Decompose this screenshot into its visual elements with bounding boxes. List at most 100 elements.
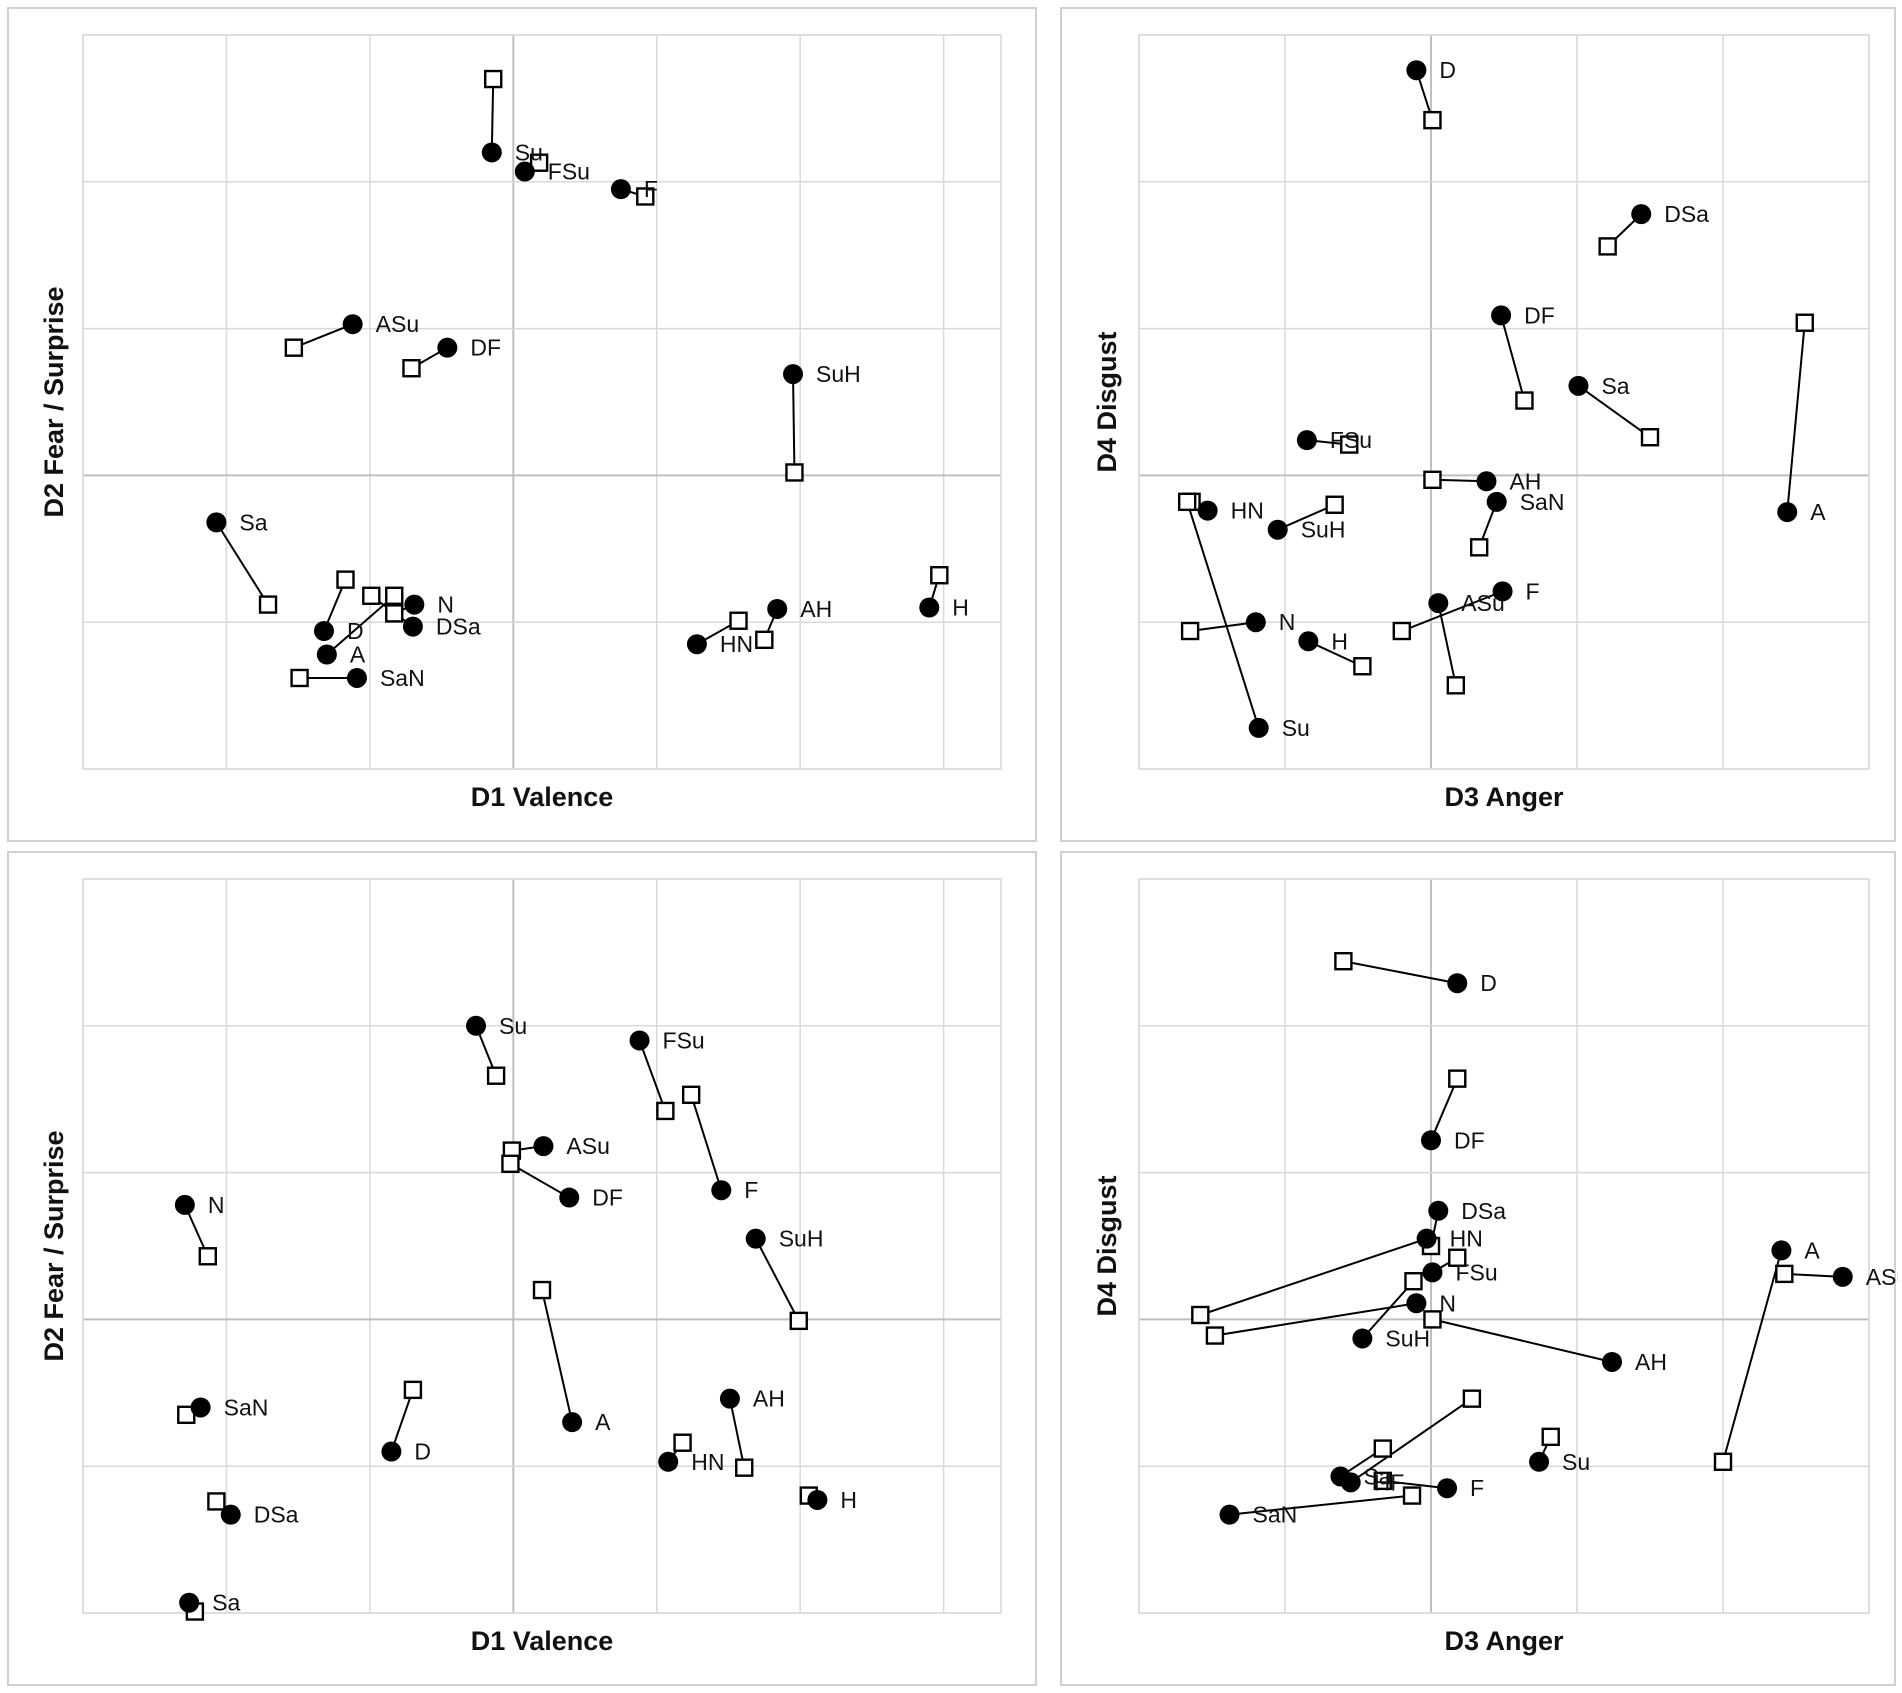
square-marker (1640, 428, 1660, 447)
circle-marker (381, 1441, 402, 1462)
circle-marker (313, 621, 334, 642)
square-marker (681, 1085, 701, 1104)
plot-area-frame (82, 34, 1002, 770)
circle-marker (1352, 1328, 1373, 1349)
square-marker (1713, 1452, 1733, 1471)
square-marker (1373, 1439, 1393, 1458)
connector-line (1786, 322, 1806, 513)
point-label: D (1480, 970, 1497, 996)
x-axis-title: D3 Anger (1444, 782, 1564, 812)
connector-line (638, 1040, 667, 1112)
circle-marker (1248, 717, 1269, 738)
circle-marker (686, 634, 707, 655)
circle-marker (658, 1451, 679, 1472)
square-marker (636, 187, 655, 206)
square-marker (403, 1380, 423, 1400)
connector-line (754, 1238, 800, 1322)
square-marker (735, 1458, 754, 1477)
connector-line (1722, 1250, 1783, 1463)
circle-marker (783, 364, 804, 385)
circle-marker (220, 1504, 241, 1525)
circle-marker (1631, 204, 1652, 225)
connector-line (215, 521, 269, 606)
circle-marker (1492, 581, 1513, 602)
y-axis-title: D4 Disgust (1092, 331, 1122, 472)
square-marker (789, 1311, 808, 1331)
point-label: SaN (1253, 1502, 1298, 1528)
circle-marker (1296, 430, 1317, 451)
point-label: F (1526, 578, 1540, 604)
circle-marker (1602, 1351, 1623, 1372)
connector-line (1432, 1318, 1613, 1363)
point-label: SuH (816, 361, 861, 387)
square-marker (258, 595, 278, 614)
chart-panel-top-left: Su FSu F ASu DF SuH Sa N DSa D A SaN AH HN H D1 Valence… (7, 7, 1037, 842)
square-marker (1180, 621, 1200, 641)
point-label: FSu (548, 159, 590, 185)
square-marker (1392, 621, 1411, 641)
square-marker (755, 630, 774, 650)
square-marker (1353, 657, 1372, 676)
square-marker (1205, 1326, 1225, 1345)
point-label: SuH (1385, 1325, 1430, 1351)
connector-line (541, 1289, 574, 1423)
square-marker (785, 463, 804, 482)
circle-marker (174, 1194, 195, 1215)
point-label: DSa (1461, 1198, 1506, 1224)
point-label: Sa (1363, 1463, 1391, 1489)
square-marker (1423, 470, 1442, 490)
circle-marker (481, 142, 502, 163)
circle-markers: Su FSu ASu DF F SuH N A D SaN AH HN DSa H Sa (174, 1013, 857, 1616)
plot-area-frame (82, 878, 1002, 1614)
connector-line (1200, 1237, 1427, 1316)
connector-line (1350, 1397, 1473, 1484)
square-marker (336, 570, 355, 589)
point-label: ASu (1461, 590, 1504, 616)
point-label: Su (499, 1013, 527, 1039)
point-label: H (952, 595, 969, 621)
gridlines (1138, 34, 1870, 770)
point-label: Sa (239, 509, 267, 535)
connector-line (1382, 1479, 1448, 1490)
circle-marker (1267, 519, 1288, 540)
connector-line (509, 1162, 570, 1199)
square-marker (1448, 1248, 1467, 1267)
square-marker (1795, 313, 1814, 332)
square-marker (1423, 110, 1442, 130)
circle-marker (1529, 1451, 1550, 1472)
circle-marker (404, 594, 425, 615)
circle-marker (1422, 1262, 1443, 1283)
circle-marker (342, 314, 363, 335)
point-label: DF (470, 335, 501, 361)
point-label: Su (515, 139, 543, 165)
connector-line (1277, 503, 1336, 531)
circle-marker (316, 644, 337, 665)
point-label: N (1439, 1290, 1456, 1316)
circle-marker (1416, 1228, 1437, 1249)
connector-line (1500, 315, 1526, 401)
point-label: D (1439, 57, 1456, 83)
square-markers (1177, 110, 1814, 695)
circle-marker (206, 512, 227, 533)
point-label: F (644, 176, 658, 202)
connector-line (1401, 590, 1503, 632)
connector-line (1214, 1302, 1417, 1337)
circle-marker (1197, 500, 1218, 521)
square-marker (1446, 676, 1466, 695)
circle-marker (1777, 502, 1798, 523)
square-markers (1191, 952, 1794, 1505)
scatter-plot-bottom-left: Su FSu ASu DF F SuH N A D SaN AH HN DSa H Sa D1 Valence… (39, 878, 1002, 1656)
square-marker (1402, 1486, 1422, 1505)
point-label: A (595, 1409, 611, 1435)
square-marker (385, 586, 404, 605)
circle-marker (562, 1412, 583, 1433)
point-label: F (1470, 1475, 1484, 1501)
square-markers (177, 1066, 818, 1621)
circle-marker (1437, 1478, 1458, 1499)
square-marker (673, 1433, 692, 1452)
circle-marker (1568, 375, 1589, 396)
